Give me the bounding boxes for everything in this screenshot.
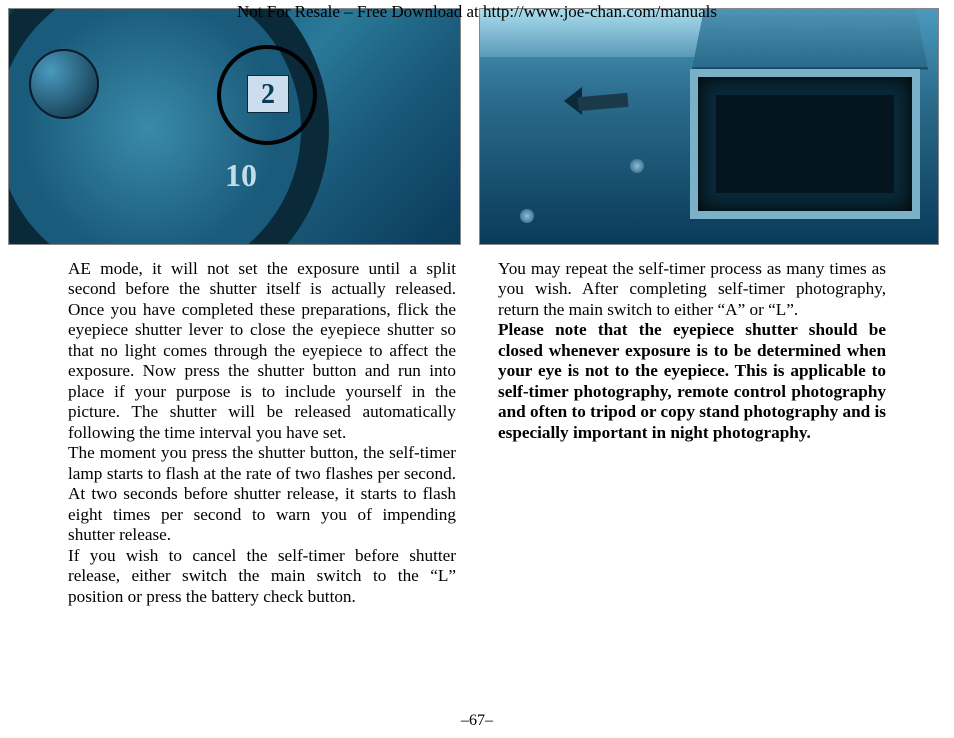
page-number: –67– bbox=[0, 712, 954, 730]
left-para-3: If you wish to cancel the self-timer bef… bbox=[68, 546, 456, 607]
screw bbox=[520, 209, 534, 223]
photo-row: 2 10 bbox=[0, 0, 954, 245]
left-para-2: The moment you press the shutter button,… bbox=[68, 443, 456, 545]
highlight-circle bbox=[217, 45, 317, 145]
left-column: AE mode, it will not set the exposure un… bbox=[68, 259, 456, 607]
viewfinder-glass bbox=[716, 95, 894, 193]
viewfinder-frame bbox=[690, 69, 920, 219]
knob bbox=[29, 49, 99, 119]
left-photo-camera-dial: 2 10 bbox=[8, 8, 461, 245]
watermark-text: Not For Resale – Free Download at http:/… bbox=[0, 2, 954, 22]
dial-number-below: 10 bbox=[225, 157, 257, 194]
screw bbox=[630, 159, 644, 173]
right-column: You may repeat the self-timer process as… bbox=[498, 259, 886, 607]
right-photo-camera-back bbox=[479, 8, 939, 245]
right-para-2-bold: Please note that the eyepiece shutter sh… bbox=[498, 320, 886, 443]
right-para-1: You may repeat the self-timer process as… bbox=[498, 259, 886, 320]
text-columns: AE mode, it will not set the exposure un… bbox=[0, 245, 954, 607]
left-para-1: AE mode, it will not set the exposure un… bbox=[68, 259, 456, 443]
